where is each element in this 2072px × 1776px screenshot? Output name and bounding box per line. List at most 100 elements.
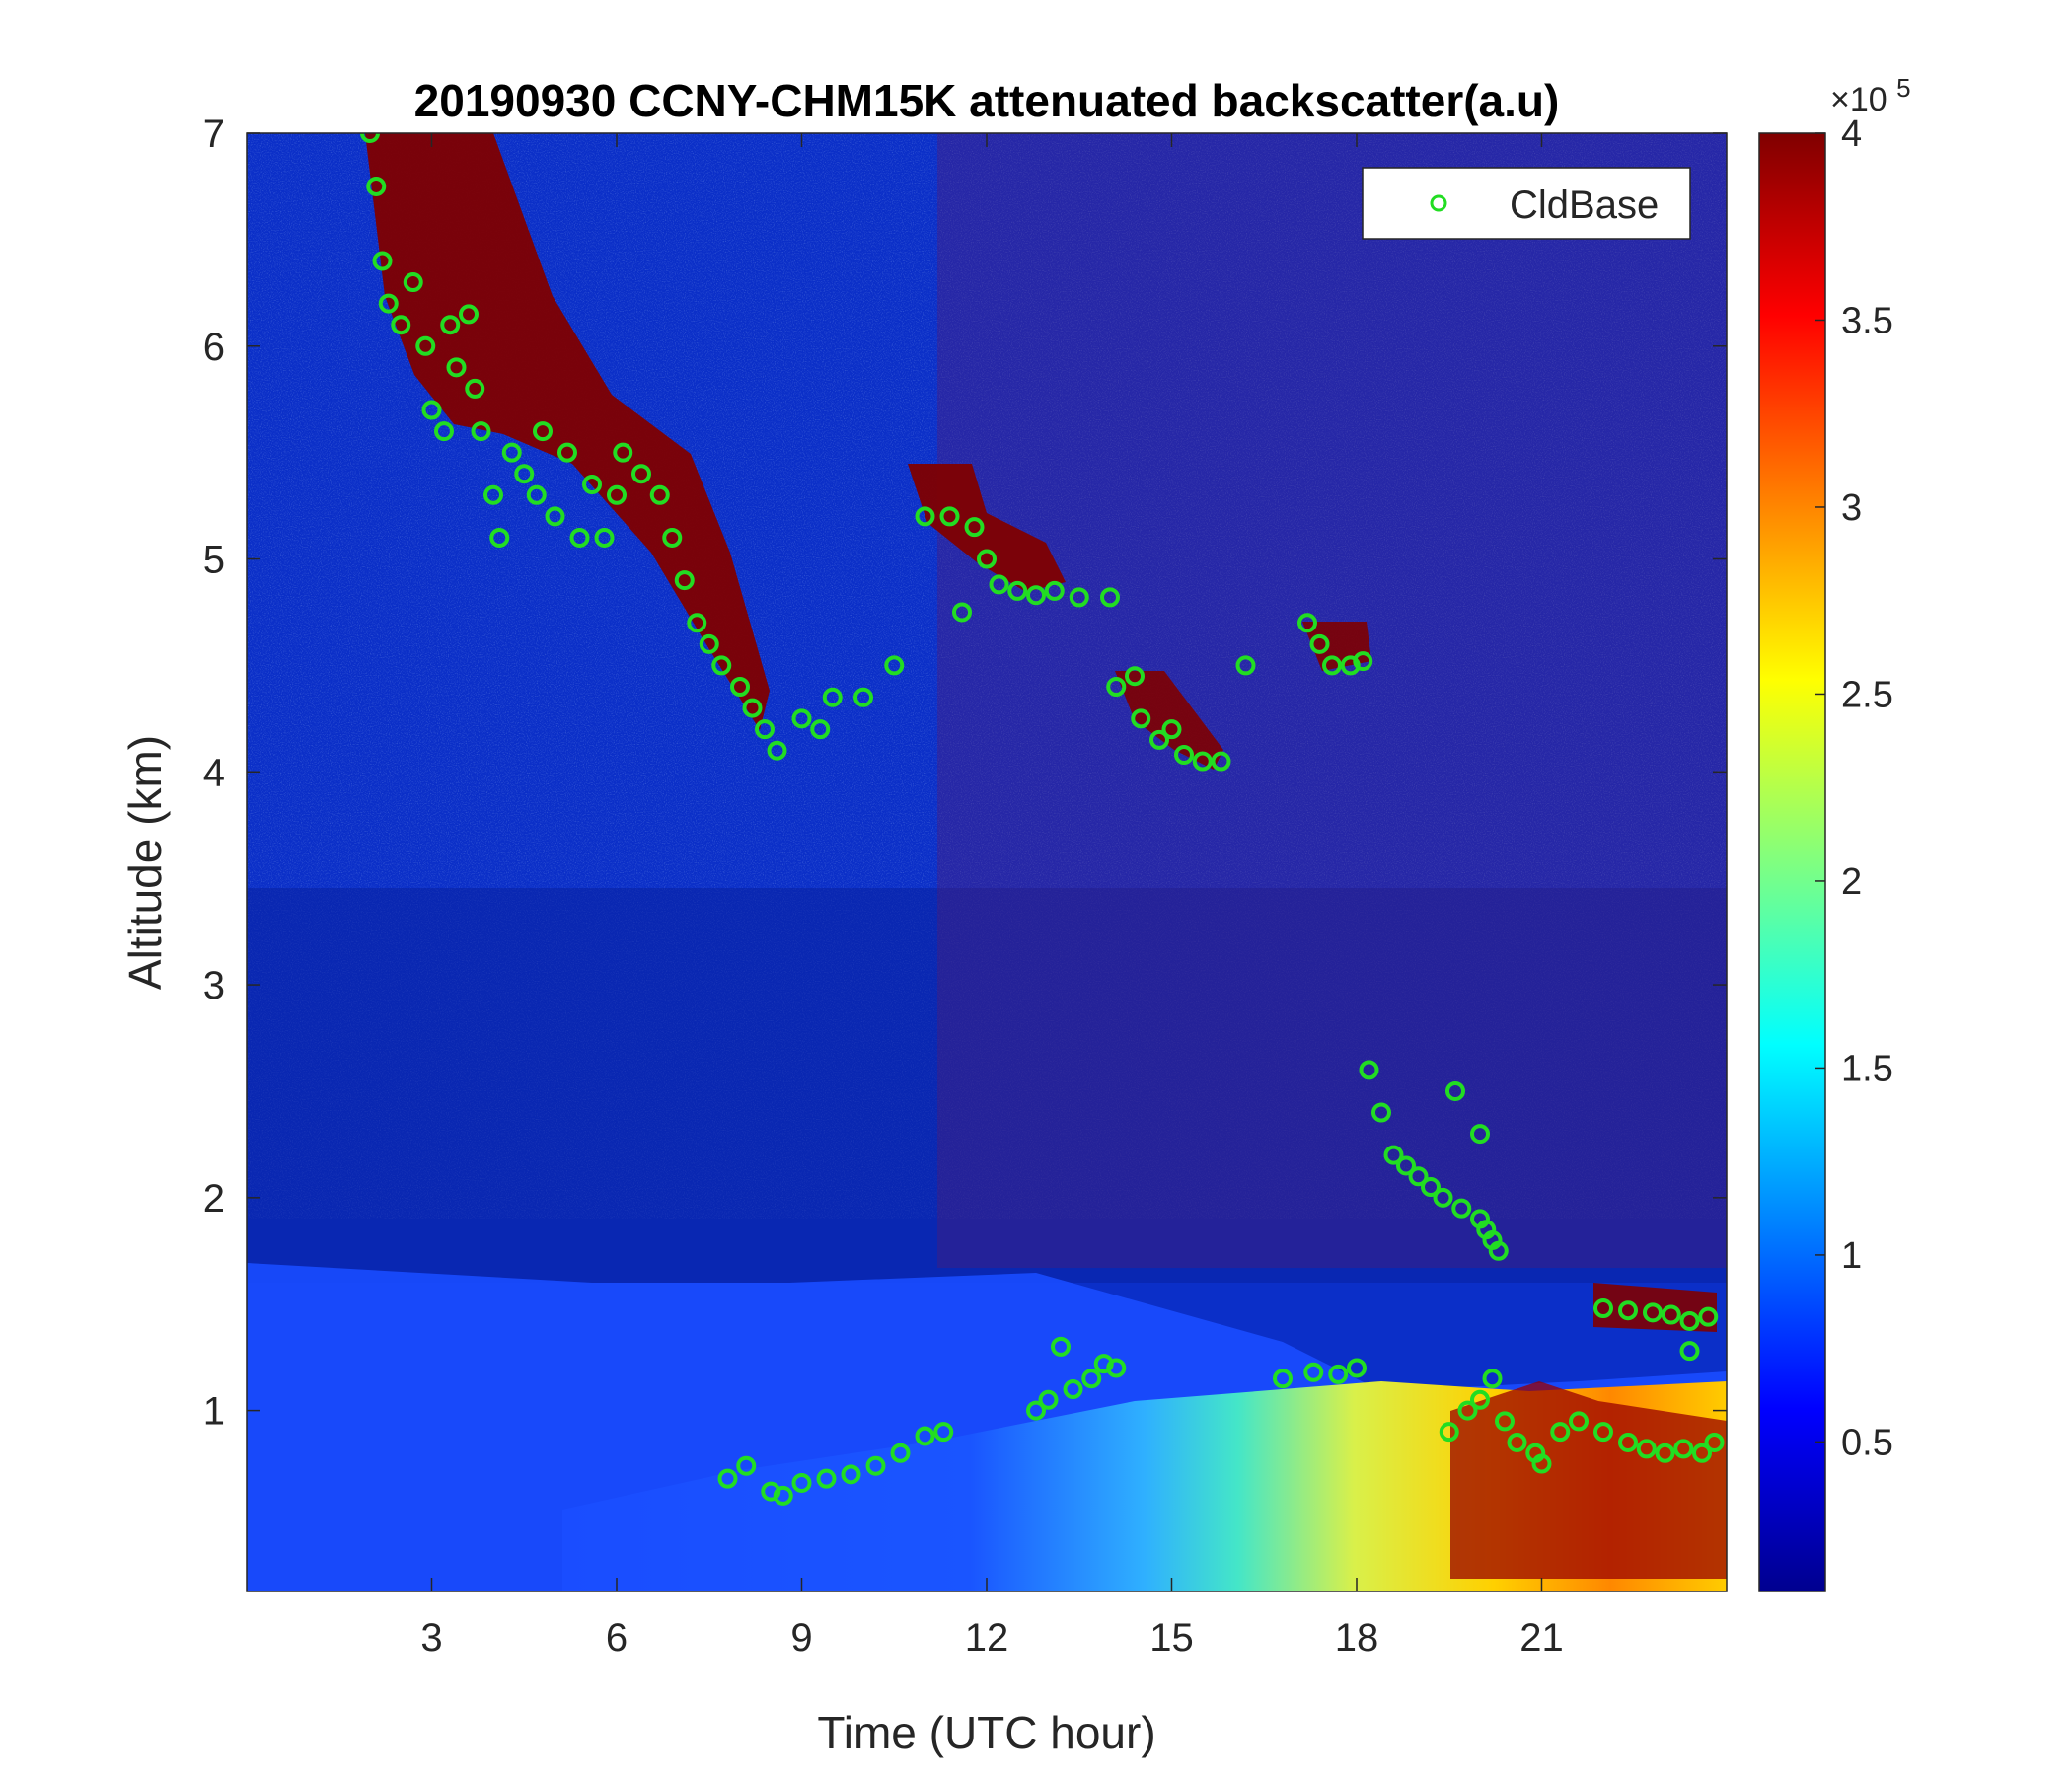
- cldbase-point: [446, 357, 467, 378]
- cldbase-point: [1445, 1080, 1465, 1101]
- y-tick-label: 4: [203, 751, 225, 794]
- cldbase-point: [865, 1455, 886, 1476]
- cldbase-point: [1451, 1198, 1472, 1219]
- cldbase-point: [1192, 751, 1213, 772]
- cldbase-point: [989, 574, 1009, 595]
- cldbase-point: [1081, 1369, 1102, 1389]
- cldbase-point: [1347, 1358, 1367, 1378]
- cldbase-point: [736, 1455, 757, 1476]
- colorbar-multiplier-exponent: 5: [1896, 73, 1910, 103]
- cldbase-point: [649, 484, 670, 505]
- cldbase-point: [557, 442, 577, 463]
- cldbase-point: [1618, 1300, 1638, 1321]
- cldbase-point: [533, 421, 553, 442]
- cldbase-point: [1149, 729, 1169, 750]
- cldbase-point: [526, 484, 547, 505]
- cldbase-point: [440, 315, 461, 335]
- cldbase-point: [767, 740, 787, 761]
- cldbase-point: [1421, 1177, 1441, 1198]
- cldbase-point: [1383, 1145, 1404, 1165]
- cldbase-point: [711, 655, 732, 676]
- y-tick-label: 3: [203, 964, 225, 1007]
- x-tick-label: 3: [420, 1616, 442, 1660]
- cldbase-point: [1569, 1411, 1589, 1432]
- heatmap-lower-dark: [247, 888, 1727, 1283]
- x-axis-label: Time (UTC hour): [817, 1707, 1155, 1758]
- cldbase-point: [1636, 1439, 1657, 1459]
- cldbase-point: [773, 1485, 793, 1506]
- legend: CldBase: [1362, 167, 1691, 240]
- x-tick-label: 9: [790, 1616, 812, 1660]
- cldbase-point: [1051, 1336, 1071, 1357]
- cldbase-point: [1643, 1302, 1663, 1323]
- cldbase-point: [1211, 751, 1231, 772]
- legend-box: [1362, 167, 1691, 240]
- colorbar-tick-label: 3: [1841, 487, 1862, 529]
- boundary-layer-intense: [562, 1381, 1727, 1591]
- x-tick-label: 21: [1519, 1616, 1564, 1660]
- cldbase-point: [631, 464, 651, 484]
- y-axis: 1 2 3 4 5 6 7: [203, 112, 1727, 1434]
- cldbase-point: [372, 251, 393, 271]
- cldbase-point: [378, 293, 399, 314]
- colorbar-tick-label: 1: [1841, 1235, 1862, 1277]
- cldbase-point: [1593, 1422, 1613, 1443]
- cldbase-point: [1618, 1432, 1638, 1452]
- legend-label-cldbase: CldBase: [1510, 184, 1659, 227]
- cldbase-point: [434, 421, 454, 442]
- cldbase-point: [489, 527, 510, 548]
- colorbar: 0.5 1 1.5 2 2.5 3 3.5 4 ×10 5: [1758, 73, 1911, 1592]
- y-tick-label: 2: [203, 1177, 225, 1221]
- cldbase-point: [594, 527, 615, 548]
- cldbase-point: [582, 475, 602, 495]
- cldbase-point: [1507, 1432, 1527, 1452]
- cldbase-point: [1359, 1060, 1379, 1080]
- cldbase-point: [1704, 1432, 1725, 1452]
- cldbase-point: [1593, 1298, 1613, 1319]
- x-tick-label: 12: [965, 1616, 1009, 1660]
- y-tick-label: 7: [203, 112, 225, 156]
- cldbase-point: [1106, 676, 1127, 697]
- cldbase-point: [403, 272, 423, 293]
- cldbase-point: [1531, 1453, 1552, 1474]
- cldbase-point: [1433, 1187, 1453, 1208]
- cldbase-point: [1679, 1341, 1700, 1362]
- cldbase-point: [1353, 651, 1373, 672]
- legend-marker-icon: [1430, 194, 1447, 212]
- cldbase-point: [1100, 587, 1120, 608]
- cldbase-point: [1026, 1400, 1046, 1421]
- cldbase-point: [1371, 1102, 1391, 1123]
- colorbar-multiplier-base: ×10: [1830, 81, 1887, 118]
- cldbase-point: [853, 687, 873, 707]
- cldbase-point: [1550, 1422, 1571, 1443]
- colorbar-tick-label: 2: [1841, 861, 1862, 903]
- cldbase-point: [1174, 745, 1194, 766]
- cldbase-point: [514, 464, 535, 484]
- cldbase-point: [1235, 655, 1256, 676]
- cldbase-point: [1482, 1369, 1503, 1389]
- x-tick-label: 6: [606, 1616, 628, 1660]
- cldbase-point: [607, 484, 627, 505]
- cldbase-point: [841, 1464, 861, 1485]
- cldbase-point: [964, 517, 985, 538]
- cldbase-point: [1439, 1422, 1459, 1443]
- cldbase-point: [1106, 1358, 1127, 1378]
- cldbase-point: [1007, 580, 1028, 601]
- x-tick-label: 15: [1149, 1616, 1194, 1660]
- cldbase-point: [1488, 1240, 1509, 1261]
- colorbar-tick-label: 3.5: [1841, 300, 1893, 341]
- cldbase-point: [1161, 719, 1182, 740]
- cldbase-point: [1692, 1443, 1712, 1463]
- cldbase-point: [360, 133, 380, 143]
- cldbase-point: [822, 687, 843, 707]
- plot-area: [247, 133, 1727, 1591]
- y-tick-label: 6: [203, 326, 225, 369]
- chart-title: 20190930 CCNY-CHM15K attenuated backscat…: [414, 75, 1560, 126]
- cldbase-point: [483, 484, 503, 505]
- colorbar-gradient: [1758, 132, 1826, 1592]
- heatmap-afternoon-noise: [937, 133, 1727, 1268]
- cldbase-point: [1273, 1369, 1293, 1389]
- cldbase-point: [977, 549, 997, 569]
- cldbase-point: [501, 442, 522, 463]
